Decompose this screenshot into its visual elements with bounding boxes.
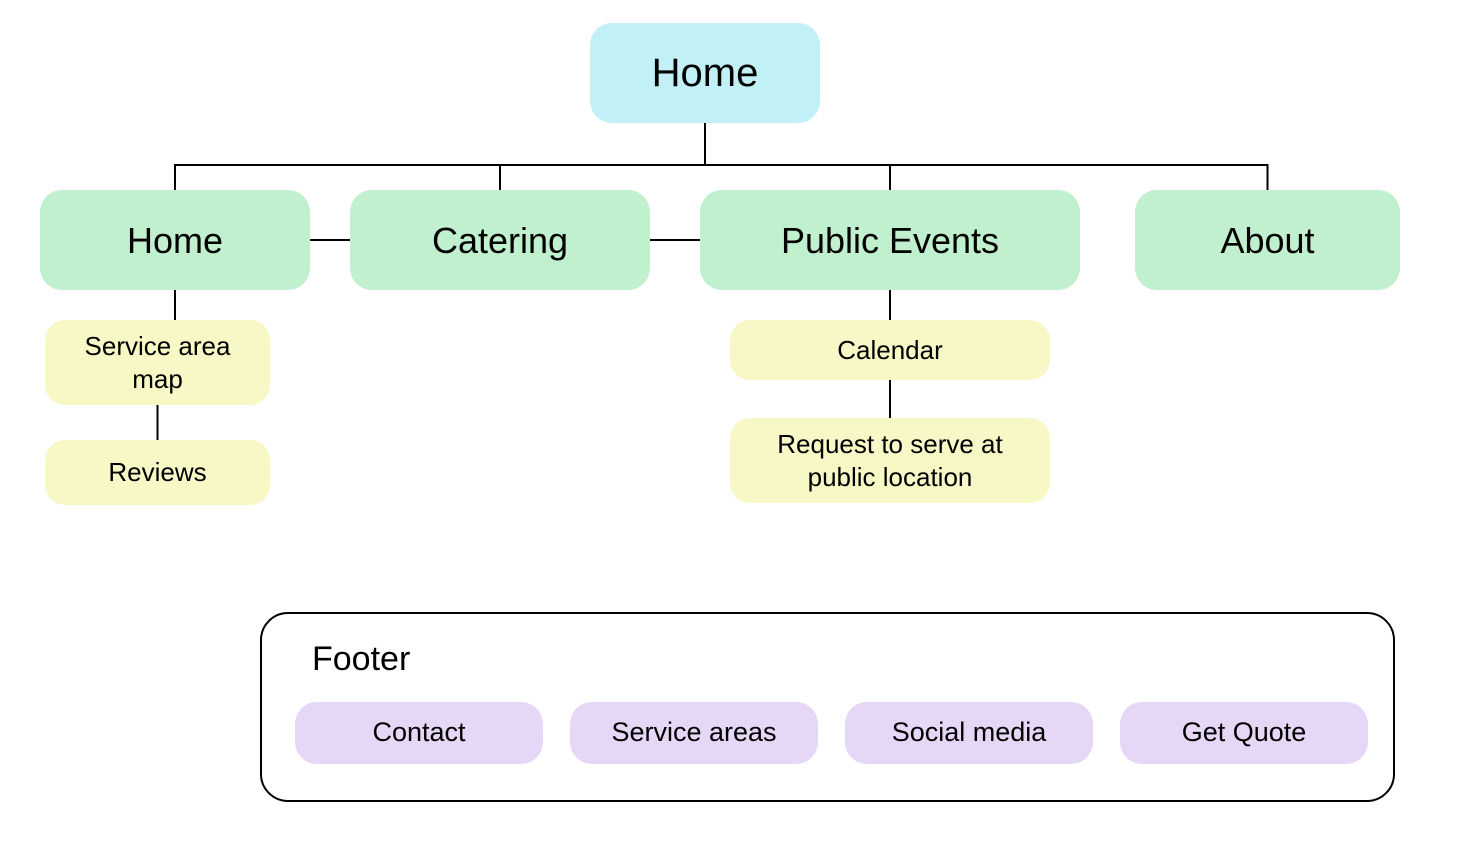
node-calendar: Calendar	[730, 320, 1050, 380]
footer-item-social-media-label: Social media	[892, 716, 1047, 750]
node-root-label: Home	[652, 48, 759, 98]
footer-item-contact-label: Contact	[372, 716, 465, 750]
node-public-events: Public Events	[700, 190, 1080, 290]
node-about: About	[1135, 190, 1400, 290]
node-reviews: Reviews	[45, 440, 270, 505]
node-calendar-label: Calendar	[837, 334, 943, 367]
diagram-canvas: Home Home Catering Public Events About S…	[0, 0, 1466, 860]
node-public-events-label: Public Events	[781, 218, 999, 263]
node-home: Home	[40, 190, 310, 290]
footer-item-get-quote: Get Quote	[1120, 702, 1368, 764]
footer-item-service-areas: Service areas	[570, 702, 818, 764]
node-home-label: Home	[127, 218, 223, 263]
node-root: Home	[590, 23, 820, 123]
node-catering: Catering	[350, 190, 650, 290]
node-service-area-map-label: Service area map	[59, 330, 256, 395]
footer-item-service-areas-label: Service areas	[611, 716, 776, 750]
node-service-area-map: Service area map	[45, 320, 270, 405]
footer-item-get-quote-label: Get Quote	[1182, 716, 1307, 750]
node-request-location: Request to serve at public location	[730, 418, 1050, 503]
node-catering-label: Catering	[432, 218, 568, 263]
footer-title: Footer	[312, 640, 410, 679]
node-request-location-label: Request to serve at public location	[744, 428, 1036, 493]
node-about-label: About	[1220, 218, 1314, 263]
footer-item-contact: Contact	[295, 702, 543, 764]
footer-item-social-media: Social media	[845, 702, 1093, 764]
node-reviews-label: Reviews	[108, 456, 206, 489]
